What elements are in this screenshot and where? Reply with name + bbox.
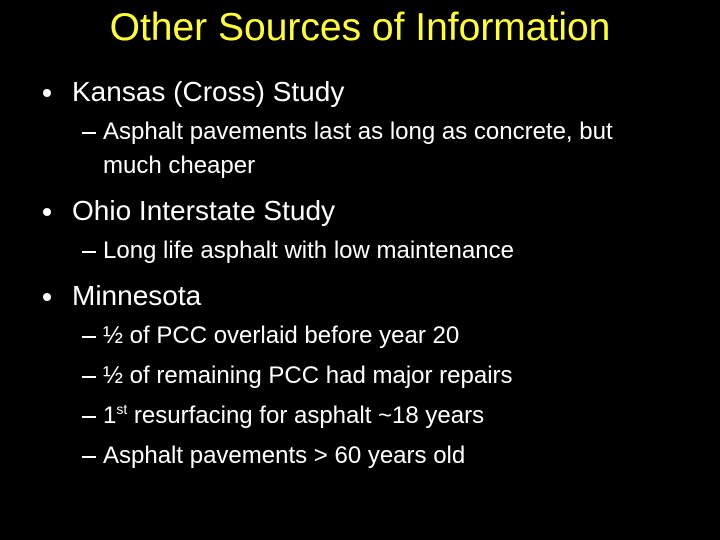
- bullet-marker: [43, 293, 51, 301]
- sub-item-text: Long life asphalt with low maintenance: [103, 237, 514, 264]
- bullet-text: Kansas (Cross) Study: [72, 76, 345, 107]
- sub-item-text: 1: [103, 402, 117, 429]
- dash-marker: [82, 251, 96, 253]
- bullet-marker: [43, 89, 51, 97]
- sub-item: Asphalt pavements last as long as concre…: [82, 115, 663, 183]
- sub-item-text: ½ of PCC overlaid before year 20: [103, 322, 460, 349]
- sub-item-text: Asphalt pavements last as long as concre…: [103, 118, 613, 179]
- sub-item: ½ of PCC overlaid before year 20: [82, 319, 663, 353]
- dash-marker: [82, 416, 96, 418]
- bullet-text: Minnesota: [72, 280, 202, 311]
- sub-item: Long life asphalt with low maintenance: [82, 234, 663, 268]
- sub-item-text: Asphalt pavements > 60 years old: [103, 442, 466, 469]
- sub-item-text: ½ of remaining PCC had major repairs: [103, 362, 513, 389]
- sub-item: 1st resurfacing for asphalt ~18 years: [82, 399, 663, 433]
- bullet-marker: [43, 208, 51, 216]
- sub-item: ½ of remaining PCC had major repairs: [82, 359, 663, 393]
- bullet-list: Kansas (Cross) Study Asphalt pavements la…: [0, 64, 720, 473]
- dash-marker: [82, 132, 96, 134]
- sub-item: Asphalt pavements > 60 years old: [82, 439, 663, 473]
- slide-title: Other Sources of Information: [109, 6, 611, 49]
- dash-marker: [82, 336, 96, 338]
- dash-marker: [82, 456, 96, 458]
- bullet-item: Minnesota: [0, 279, 720, 313]
- sub-item-text: resurfacing for asphalt ~18 years: [127, 402, 485, 429]
- superscript: st: [116, 401, 128, 417]
- dash-marker: [82, 376, 96, 378]
- bullet-item: Ohio Interstate Study: [0, 194, 720, 228]
- bullet-item: Kansas (Cross) Study: [0, 75, 720, 109]
- bullet-text: Ohio Interstate Study: [72, 195, 336, 226]
